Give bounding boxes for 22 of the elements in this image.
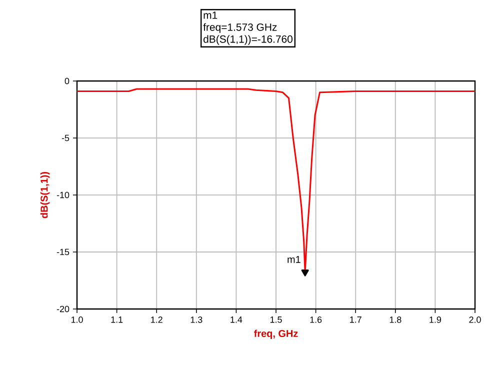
text: dB(S(1,1))=-16.760 bbox=[204, 35, 293, 45]
x-tick-label: 1.7 bbox=[350, 316, 362, 323]
text: freq=1.573 GHz bbox=[203, 23, 277, 33]
y-axis-title: dB(S(1,1)) bbox=[40, 172, 50, 218]
x-axis-title: freq, GHz bbox=[254, 330, 298, 339]
x-tick-label: 1.5 bbox=[270, 316, 282, 323]
x-tick-label: 1.0 bbox=[71, 316, 83, 323]
y-tick-label: 0 bbox=[64, 78, 70, 84]
annotation: m1 bbox=[288, 256, 300, 263]
text: m1 bbox=[204, 12, 218, 19]
x-tick-label: 1.6 bbox=[310, 316, 322, 323]
x-tick-label: 1.9 bbox=[430, 316, 442, 323]
x-tick-label: 1.1 bbox=[111, 316, 123, 323]
y-tick-label: -20 bbox=[56, 306, 70, 312]
x-tick-label: 1.3 bbox=[190, 316, 202, 323]
y-tick-label: -15 bbox=[56, 248, 70, 256]
y-tick-label: -10 bbox=[56, 192, 70, 198]
x-tick-label: 1.8 bbox=[390, 316, 402, 323]
y-tick-label: -5 bbox=[62, 134, 70, 142]
x-tick-label: 1.2 bbox=[151, 316, 162, 323]
x-tick-label: 2.0 bbox=[469, 316, 481, 323]
x-tick-label: 1.4 bbox=[230, 316, 242, 323]
